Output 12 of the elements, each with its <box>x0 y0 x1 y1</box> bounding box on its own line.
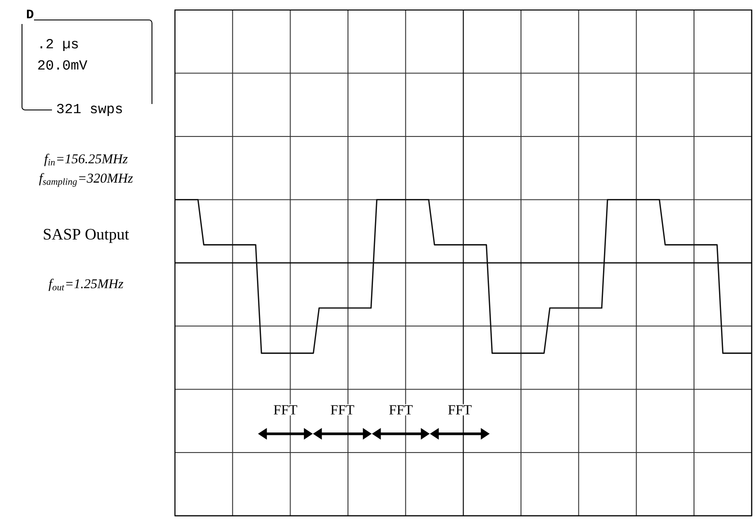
text: FFT <box>389 405 413 415</box>
text: FFT <box>448 405 472 415</box>
text: SASP Output <box>44 229 130 244</box>
text: f$_{out}$=1.25MHz <box>48 278 124 292</box>
text: FFT <box>274 405 298 415</box>
text: .2 µs <box>40 39 78 52</box>
text: 20.0mV <box>38 60 88 70</box>
text: D <box>26 10 34 18</box>
text: FFT <box>330 405 354 415</box>
text: 321 swps <box>57 104 122 116</box>
text: f$_{sampling}$=320MHz <box>39 173 133 187</box>
text: f$_{in}$=156.25MHz <box>44 154 128 166</box>
